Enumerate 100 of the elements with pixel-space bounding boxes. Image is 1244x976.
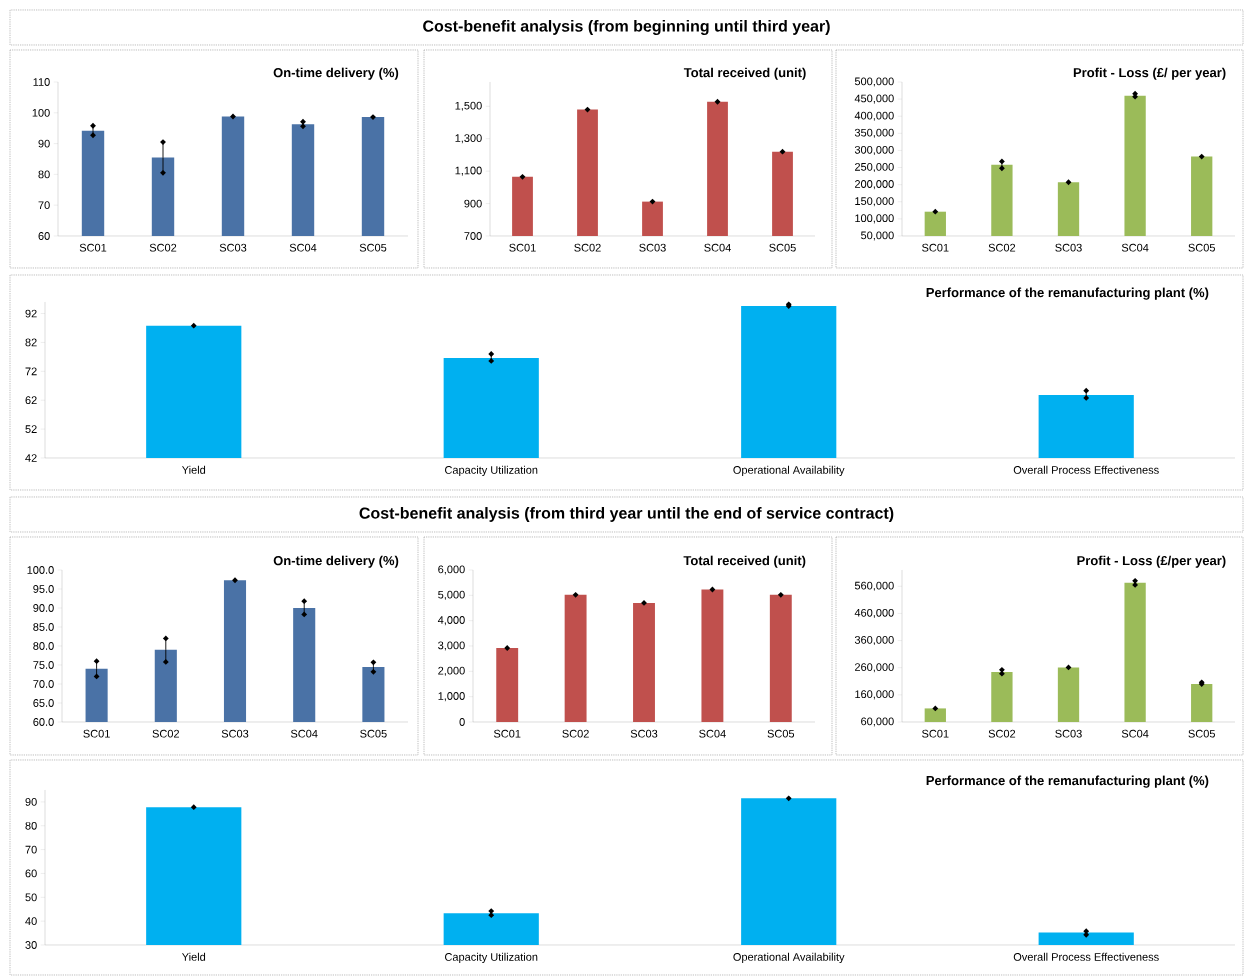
y-tick-label: 70.0 (33, 680, 54, 688)
x-tick-label: SC05 (1188, 729, 1215, 738)
x-tick-label: SC01 (922, 729, 949, 738)
x-tick-label: SC05 (1188, 243, 1215, 252)
y-tick-label: 300,000 (854, 145, 894, 155)
y-tick-label: 65.0 (33, 699, 54, 707)
y-tick-label: 90 (25, 798, 37, 806)
chart-title: Total received (unit) (683, 67, 806, 80)
y-tick-label: 40 (25, 917, 37, 926)
y-tick-label: 60,000 (861, 717, 894, 727)
y-tick-label: 90.0 (33, 604, 54, 612)
y-tick-label: 70 (25, 845, 37, 854)
x-tick-label: SC02 (988, 729, 1016, 738)
bar (701, 589, 724, 722)
x-tick-label: SC02 (149, 243, 177, 252)
y-tick-label: 5,000 (438, 590, 465, 600)
y-tick-label: 80.0 (33, 642, 54, 650)
bar (564, 594, 587, 722)
y-tick-label: 85.0 (33, 623, 54, 631)
chart-title: Profit - Loss (£/ per year) (1073, 67, 1226, 80)
x-tick-label: SC01 (83, 729, 110, 738)
text: Cost-benefit analysis (from beginning until third year) (423, 20, 830, 35)
x-tick-label: SC04 (699, 729, 726, 738)
y-tick-label: 1,100 (455, 166, 482, 176)
chart-title: On-time delivery (%) (273, 555, 399, 568)
x-tick-label: SC01 (493, 729, 521, 738)
bar (769, 594, 792, 722)
y-tick-label: 62 (25, 396, 37, 405)
y-tick-label: 42 (25, 454, 37, 462)
y-tick-label: 60 (25, 869, 37, 878)
x-tick-label: Operational Availability (733, 952, 845, 964)
y-tick-label: 52 (25, 425, 37, 433)
x-tick-label: SC03 (1055, 243, 1082, 252)
y-tick-label: 30 (25, 941, 37, 949)
y-tick-label: 160,000 (855, 690, 894, 700)
x-tick-label: SC04 (290, 729, 318, 738)
y-tick-label: 560,000 (854, 581, 894, 591)
y-tick-label: 70 (38, 201, 50, 210)
y-tick-label: 250,000 (854, 163, 894, 173)
chart-title: On-time delivery (%) (273, 67, 399, 80)
y-tick-label: 260,000 (854, 663, 894, 673)
y-tick-label: 6,000 (438, 565, 465, 575)
y-tick-label: 4,000 (437, 616, 465, 626)
bar (496, 648, 519, 722)
y-tick-label: 72 (25, 367, 37, 376)
x-tick-label: Yield (181, 952, 206, 961)
y-tick-label: 360,000 (854, 636, 894, 646)
y-tick-label: 50,000 (861, 231, 894, 241)
y-tick-label: 3,000 (438, 641, 465, 651)
x-tick-label: Operational Availability (733, 465, 845, 477)
x-tick-label: SC02 (562, 729, 589, 738)
y-tick-label: 100 (32, 108, 50, 117)
y-tick-label: 700 (464, 232, 482, 240)
bar (633, 602, 655, 722)
x-tick-label: SC04 (289, 243, 317, 252)
text: Cost-benefit analysis (from third year until the end of service contract) (359, 507, 894, 522)
x-tick-label: SC04 (704, 243, 731, 252)
x-tick-label: Capacity Utilization (445, 465, 538, 477)
x-tick-label: Yield (181, 465, 206, 474)
y-tick-label: 92 (25, 309, 37, 318)
y-tick-label: 900 (464, 199, 482, 208)
y-tick-label: 2,000 (438, 666, 465, 676)
y-tick-label: 80 (25, 821, 37, 830)
y-tick-label: 460,000 (854, 608, 894, 618)
y-tick-label: 1,500 (455, 101, 482, 111)
y-tick-label: 75.0 (33, 661, 54, 669)
y-tick-label: 1,300 (455, 134, 482, 144)
y-tick-label: 150,000 (855, 197, 894, 207)
y-tick-label: 450,000 (854, 94, 894, 104)
chart-title: Total received (unit) (683, 555, 806, 568)
y-tick-label: 1,000 (438, 692, 465, 702)
x-tick-label: SC03 (221, 729, 249, 738)
y-tick-label: 0 (459, 718, 465, 726)
x-tick-label: SC04 (1121, 729, 1149, 738)
y-tick-label: 100.0 (27, 566, 54, 574)
x-tick-label: SC04 (1121, 243, 1149, 252)
x-tick-label: SC01 (509, 243, 536, 252)
x-tick-label: Capacity Utilization (445, 952, 538, 964)
x-tick-label: Overall Process Effectiveness (1013, 465, 1159, 474)
x-tick-label: Overall Process Effectiveness (1013, 952, 1159, 961)
y-tick-label: 200,000 (854, 180, 894, 190)
x-tick-label: SC02 (988, 243, 1016, 252)
y-tick-label: 90 (38, 139, 50, 148)
x-tick-label: SC03 (639, 243, 666, 252)
chart-title: Profit - Loss (£/per year) (1077, 555, 1226, 568)
x-tick-label: SC05 (360, 729, 387, 738)
x-tick-label: SC03 (219, 243, 247, 252)
x-tick-label: SC01 (922, 243, 949, 252)
y-tick-label: 110 (33, 78, 50, 86)
y-tick-label: 60.0 (33, 718, 54, 726)
y-tick-label: 60 (38, 232, 50, 240)
x-tick-label: SC03 (630, 729, 658, 738)
y-tick-label: 100,000 (855, 214, 894, 224)
y-tick-label: 95.0 (33, 585, 54, 593)
y-tick-label: 82 (25, 338, 37, 347)
x-tick-label: SC01 (79, 243, 107, 252)
x-tick-label: SC03 (1055, 729, 1082, 738)
x-tick-label: SC05 (767, 729, 795, 738)
y-tick-label: 350,000 (854, 128, 894, 138)
x-tick-label: SC05 (359, 243, 387, 252)
